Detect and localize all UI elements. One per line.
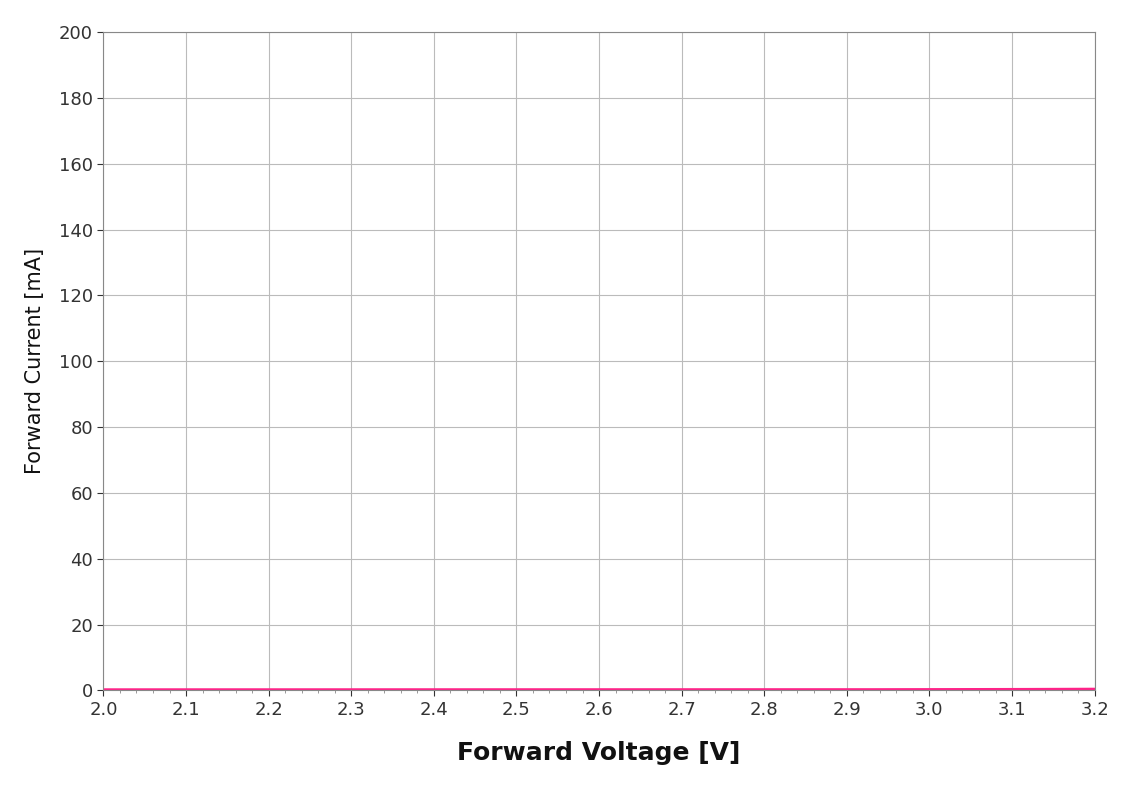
X-axis label: Forward Voltage [V]: Forward Voltage [V] (457, 741, 741, 765)
Y-axis label: Forward Current [mA]: Forward Current [mA] (25, 248, 45, 474)
